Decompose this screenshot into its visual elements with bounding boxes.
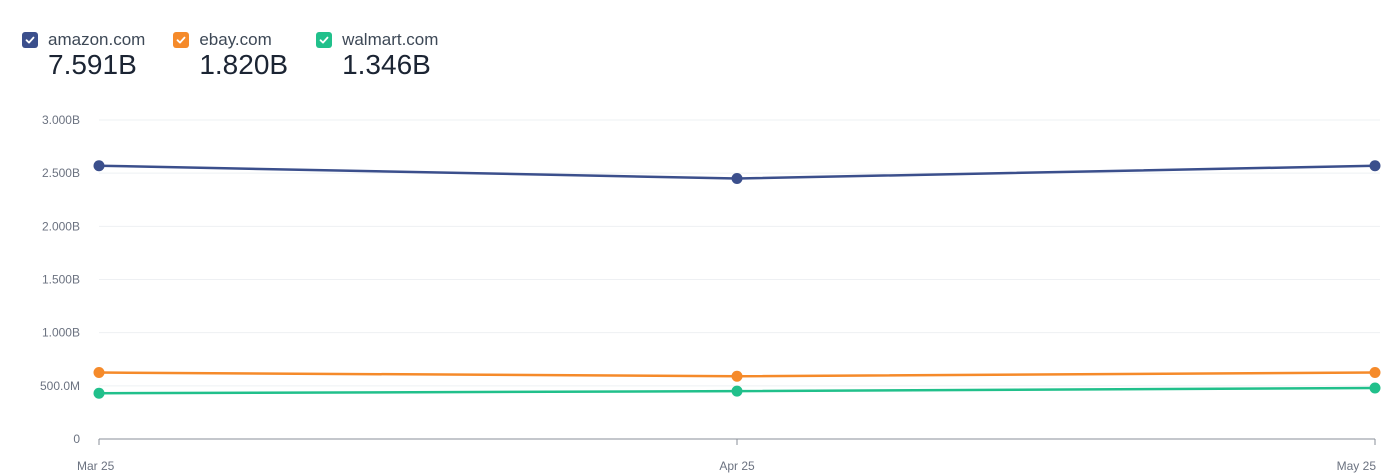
legend-label: amazon.com bbox=[48, 30, 146, 49]
legend-total: 1.346B bbox=[342, 49, 431, 80]
checkbox-checked-icon[interactable] bbox=[316, 32, 333, 48]
x-tick-label: Mar 25 bbox=[77, 459, 115, 473]
y-tick-label: 1.500B bbox=[42, 273, 80, 287]
data-point bbox=[731, 172, 743, 184]
y-tick-label: 2.000B bbox=[42, 219, 80, 233]
y-tick-label: 1.000B bbox=[42, 326, 80, 340]
y-tick-label: 500.0M bbox=[40, 379, 80, 393]
legend-label: ebay.com bbox=[199, 30, 272, 49]
legend-total: 1.820B bbox=[199, 49, 289, 80]
legend-total: 7.591B bbox=[48, 49, 137, 80]
y-tick-label: 3.000B bbox=[42, 113, 80, 127]
chart-legend: amazon.com 7.591B ebay.com 1.820B walmar… bbox=[22, 30, 438, 80]
data-point bbox=[1369, 367, 1381, 379]
legend-head: ebay.com bbox=[173, 30, 288, 50]
checkbox-checked-icon[interactable] bbox=[173, 32, 190, 48]
data-point bbox=[731, 370, 743, 382]
x-tick-label: Apr 25 bbox=[719, 459, 755, 473]
legend-item-amazon[interactable]: amazon.com 7.591B bbox=[22, 30, 145, 80]
legend-head: walmart.com bbox=[316, 30, 438, 50]
data-point bbox=[1369, 160, 1381, 172]
legend-label: walmart.com bbox=[342, 30, 439, 49]
legend-item-walmart[interactable]: walmart.com 1.346B bbox=[316, 30, 438, 80]
data-point bbox=[1369, 382, 1381, 394]
x-tick-label: May 25 bbox=[1337, 459, 1377, 473]
data-point bbox=[731, 385, 743, 397]
legend-item-ebay[interactable]: ebay.com 1.820B bbox=[173, 30, 288, 80]
data-point bbox=[93, 160, 105, 172]
legend-head: amazon.com bbox=[22, 30, 145, 50]
checkbox-checked-icon[interactable] bbox=[22, 32, 38, 48]
y-tick-label: 2.500B bbox=[42, 166, 80, 180]
data-point bbox=[93, 367, 105, 379]
data-point bbox=[93, 387, 105, 399]
y-tick-label: 0 bbox=[73, 432, 80, 446]
